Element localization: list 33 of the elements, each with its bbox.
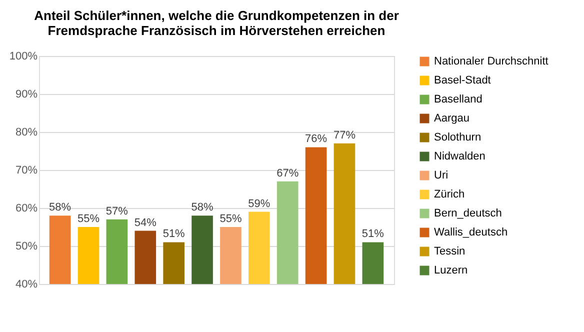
text: Anteil Schüler*innen, welche die Grundkompetenzen in der [34, 8, 399, 23]
legend-label: Luzern [434, 264, 468, 276]
data-label: 77% [333, 129, 356, 142]
legend-label: Wallis_deutsch [434, 226, 508, 238]
data-label: 51% [162, 228, 186, 240]
legend-label: Nationaler Durchschnitt [434, 56, 548, 68]
y-tick-label: 90% [15, 88, 38, 100]
y-tick-label: 100% [9, 50, 38, 62]
data-label: 55% [77, 213, 100, 225]
legend-label: Tessin [434, 246, 466, 258]
legend-label: Bern_deutsch [434, 208, 502, 220]
legend-label: Uri [434, 170, 448, 182]
y-tick-label: 50% [15, 240, 38, 252]
legend-label: Solothurn [434, 132, 482, 144]
legend-label: Zürich [434, 188, 465, 200]
y-tick-label: 40% [15, 278, 38, 290]
y-tick-label: 70% [15, 164, 38, 176]
data-label: 57% [106, 205, 128, 218]
legend-label: Aargau [434, 112, 470, 124]
data-label: 67% [276, 167, 299, 180]
y-tick-label: 60% [15, 202, 38, 214]
legend-label: Baselland [434, 94, 482, 106]
legend-label: Basel-Stadt [434, 74, 491, 86]
data-label: 58% [49, 202, 72, 214]
data-label: 76% [305, 133, 328, 146]
data-label: 59% [248, 198, 270, 210]
data-label: 54% [134, 216, 157, 229]
text: Fremdsprache Französisch im Hörverstehen erreichen [48, 23, 386, 38]
legend-label: Nidwalden [434, 150, 486, 162]
data-label: 58% [191, 202, 214, 214]
data-label: 55% [220, 213, 242, 225]
y-tick-label: 80% [15, 126, 38, 138]
data-label: 51% [362, 228, 384, 240]
